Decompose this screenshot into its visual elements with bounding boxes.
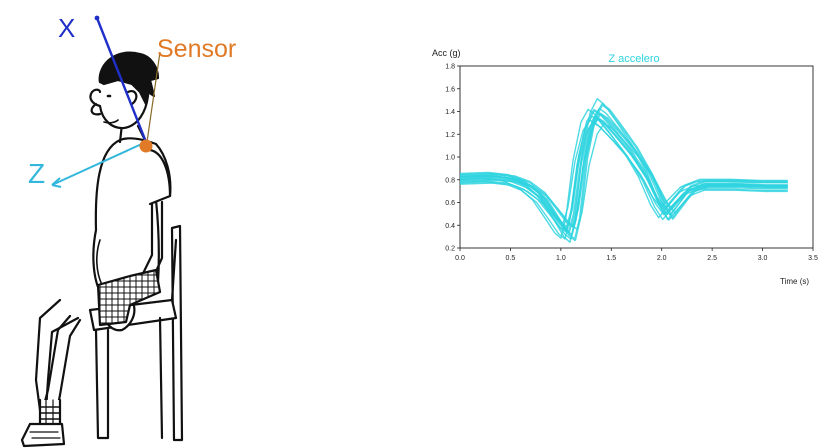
x-tick-label: 2.0	[657, 255, 667, 262]
x-tick-label: 0.5	[506, 255, 516, 262]
y-axis-label: Acc (g)	[432, 48, 461, 58]
shoe	[20, 398, 66, 448]
y-tick-label: 0.2	[445, 246, 455, 253]
x-axis-label-chart: Time (s)	[780, 277, 809, 286]
y-tick-label: 1.4	[445, 109, 455, 116]
z-accel-trials	[459, 98, 788, 243]
z-accelero-chart: 0.2 0.4 0.6 0.8 1.0 1.2 1.4 1.6 1.8 0.0 0.5 1.0 1.5…	[432, 48, 818, 286]
back-leg	[34, 298, 80, 412]
x-tick-label: 2.5	[707, 255, 717, 262]
x-tick-label: 3.0	[758, 255, 768, 262]
y-tick-label: 1.0	[445, 155, 455, 162]
x-ticks: 0.0 0.5 1.0 1.5 2.0 2.5 3.0 3.5	[455, 248, 818, 262]
trial-line	[459, 109, 788, 229]
y-tick-label: 0.4	[445, 223, 455, 230]
sensor-dot	[139, 139, 153, 153]
x-axis-label: X	[58, 13, 75, 43]
y-tick-label: 1.6	[445, 86, 455, 93]
x-tick-label: 3.5	[808, 255, 818, 262]
seated-person-illustration	[20, 51, 184, 448]
front-leg	[42, 314, 72, 407]
z-axis-label: Z	[28, 158, 45, 189]
chart-title: Z accelero	[608, 53, 659, 65]
trial-line	[459, 98, 788, 243]
x-tick-label: 1.0	[556, 255, 566, 262]
chart-plot-frame	[459, 65, 814, 249]
y-tick-label: 1.2	[445, 132, 455, 139]
sensor-label: Sensor	[157, 35, 236, 63]
y-tick-label: 0.8	[445, 177, 455, 184]
trial-line	[459, 112, 788, 228]
y-tick-label: 0.6	[445, 200, 455, 207]
x-axis-arrow	[94, 15, 148, 143]
y-tick-label: 1.8	[445, 64, 455, 71]
z-axis-arrow	[51, 141, 147, 188]
x-tick-label: 0.0	[455, 255, 465, 262]
sensor-pointer-line	[146, 51, 161, 143]
x-tick-label: 1.5	[606, 255, 616, 262]
y-ticks: 0.2 0.4 0.6 0.8 1.0 1.2 1.4 1.6 1.8	[445, 64, 460, 253]
head	[89, 51, 160, 130]
